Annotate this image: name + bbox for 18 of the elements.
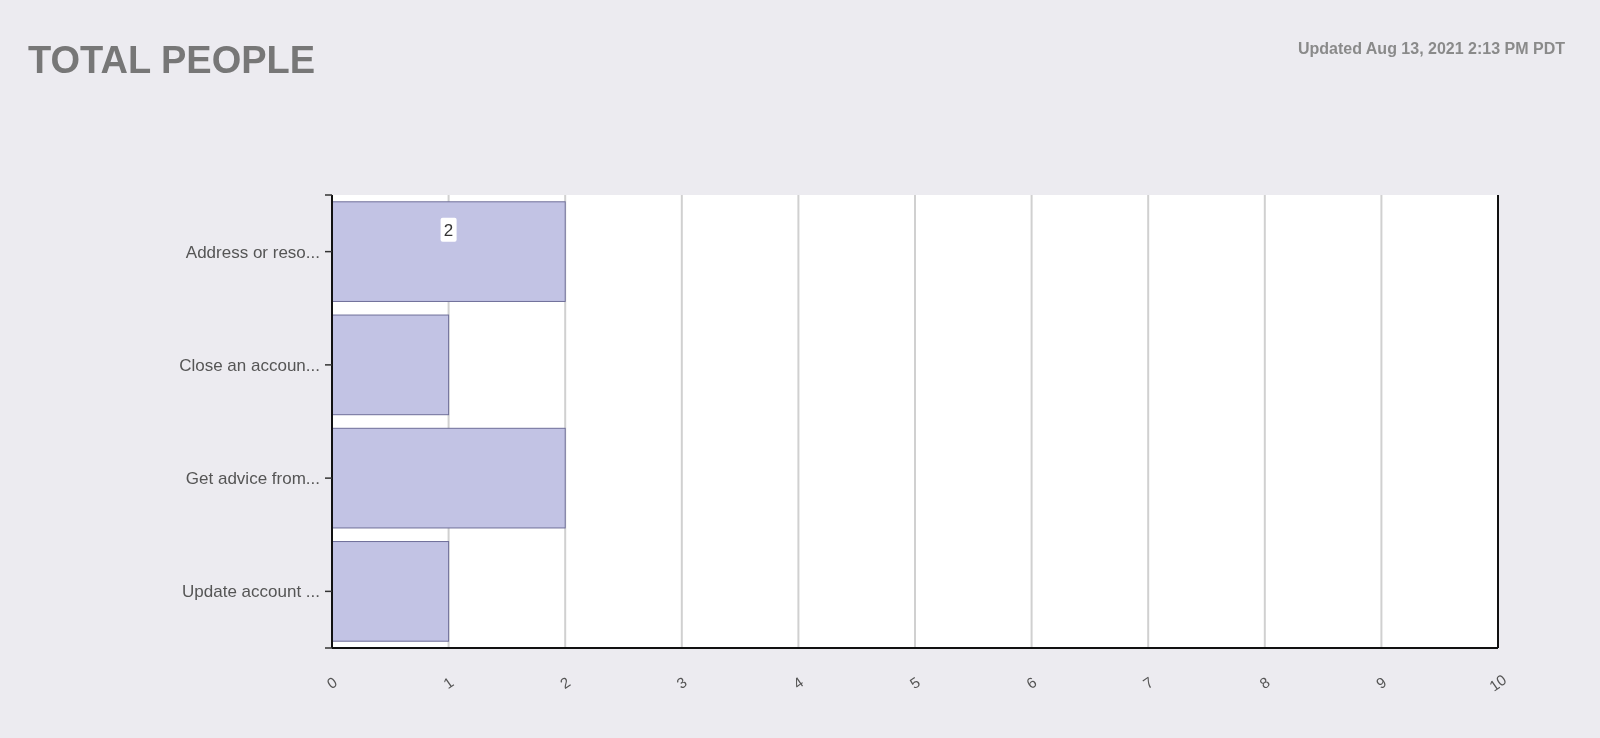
- x-tick-label: 0: [323, 673, 341, 692]
- x-tick-label: 5: [906, 673, 924, 692]
- x-tick-label: 6: [1023, 673, 1040, 692]
- y-tick-label: Close an accoun...: [179, 355, 320, 375]
- x-tick-label: 7: [1139, 673, 1157, 692]
- y-tick-label: Get advice from...: [185, 469, 320, 489]
- x-tick-label: 2: [556, 673, 574, 692]
- data-label: 2: [443, 220, 454, 240]
- x-tick-label: 10: [1486, 670, 1510, 695]
- x-tick-label: 8: [1256, 673, 1273, 692]
- text: Updated Aug 13, 2021 2:13 PM PDT: [1297, 40, 1566, 57]
- x-tick-label: 4: [789, 673, 807, 692]
- x-tick-label: 1: [440, 673, 457, 692]
- x-tick-label: 9: [1372, 673, 1390, 692]
- chart-title: TOTAL PEOPLE: [28, 39, 316, 81]
- y-tick-label: Update account ...: [182, 582, 320, 602]
- x-tick-label: 3: [673, 673, 690, 692]
- y-tick-label: Address or reso...: [185, 242, 320, 262]
